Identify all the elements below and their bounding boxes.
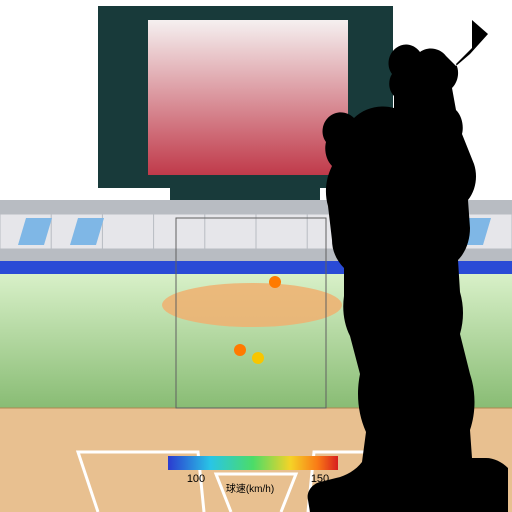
pitch-marker bbox=[269, 276, 281, 288]
scoreboard-screen bbox=[148, 20, 348, 175]
legend-tick: 150 bbox=[311, 473, 329, 485]
pitch-location-chart: 100 150 球速(km/h) bbox=[0, 0, 512, 512]
speed-colorbar bbox=[168, 456, 338, 470]
pitchers-mound bbox=[162, 283, 342, 327]
legend-label: 球速(km/h) bbox=[226, 482, 274, 495]
pitch-marker bbox=[252, 352, 264, 364]
pitch-marker bbox=[234, 344, 246, 356]
legend-tick: 100 bbox=[187, 473, 205, 485]
